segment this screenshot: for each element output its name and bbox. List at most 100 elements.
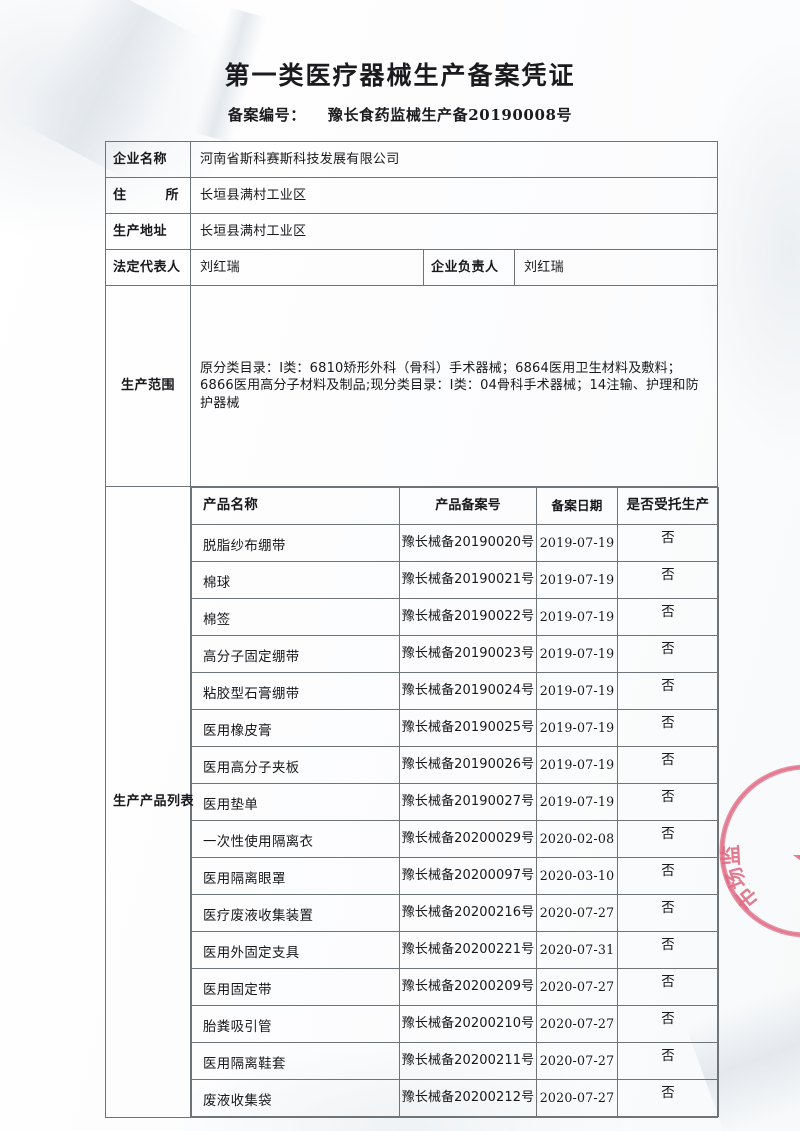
product-name-cell: 粘胶型石膏绷带 <box>191 672 400 710</box>
table-row-production-address: 生产地址 长垣县满村工业区 <box>105 213 719 250</box>
entrusted-cell: 否 <box>617 709 719 747</box>
certificate-table: 企业名称 河南省斯科赛斯科技发展有限公司 住 所 长垣县满村工业区 生产地址 长… <box>105 141 719 1118</box>
table-row-production-scope: 生产范围 原分类目录：Ⅰ类：6810矫形外科（骨科）手术器械；6864医用卫生材… <box>105 285 719 487</box>
svg-text:市场监: 市场监 <box>718 834 781 919</box>
product-name-cell: 医用隔离眼罩 <box>191 857 400 895</box>
table-row: 医用隔离眼罩 豫长械备20200097号 2020-03-10 否 <box>191 857 719 895</box>
table-row: 棉签 豫长械备20190022号 2019-07-19 否 <box>191 598 719 636</box>
filing-date-cell: 2020-07-27 <box>536 968 618 1006</box>
filing-number-cell: 豫长械备20200210号 <box>399 1005 537 1043</box>
table-row: 医用橡皮膏 豫长械备20190025号 2019-07-19 否 <box>191 709 719 747</box>
entrusted-cell: 否 <box>617 1079 719 1117</box>
filing-date-cell: 2020-07-27 <box>536 894 618 932</box>
table-row-enterprise-name: 企业名称 河南省斯科赛斯科技发展有限公司 <box>105 141 719 178</box>
entrusted-cell: 否 <box>617 820 719 858</box>
column-header-filing-date: 备案日期 <box>536 487 618 525</box>
product-table: 产品名称 产品备案号 备案日期 是否受托生产 脱脂纱布绷带 豫长械备2019002… <box>191 487 719 1117</box>
entrusted-cell: 否 <box>617 931 719 969</box>
product-table-header-row: 产品名称 产品备案号 备案日期 是否受托生产 <box>191 487 719 525</box>
entrusted-cell: 否 <box>617 1042 719 1080</box>
value-production-scope: 原分类目录：Ⅰ类：6810矫形外科（骨科）手术器械；6864医用卫生材料及敷料；… <box>189 285 719 487</box>
filing-number-cell: 豫长械备20200221号 <box>399 931 537 969</box>
entrusted-cell: 否 <box>617 524 719 562</box>
product-name-cell: 医用垫单 <box>191 783 400 821</box>
filing-number-cell: 豫长械备20200216号 <box>399 894 537 932</box>
product-list-container: 产品名称 产品备案号 备案日期 是否受托生产 脱脂纱布绷带 豫长械备2019002… <box>189 486 719 1118</box>
table-row: 脱脂纱布绷带 豫长械备20190020号 2019-07-19 否 <box>191 524 719 562</box>
filing-number-value: 豫长食药监械生产备20190008号 <box>327 106 573 124</box>
label-enterprise-name: 企业名称 <box>105 141 191 178</box>
filing-date-cell: 2020-07-27 <box>536 1005 618 1043</box>
filing-number-line: 备案编号： 豫长食药监械生产备20190008号 <box>0 104 800 125</box>
table-row: 一次性使用隔离衣 豫长械备20200029号 2020-02-08 否 <box>191 820 719 858</box>
table-row: 高分子固定绷带 豫长械备20190023号 2019-07-19 否 <box>191 635 719 673</box>
filing-date-cell: 2019-07-19 <box>536 746 618 784</box>
table-row: 废液收集袋 豫长械备20200212号 2020-07-27 否 <box>191 1079 719 1117</box>
value-legal-representative: 刘红瑞 <box>190 249 424 286</box>
product-name-cell: 棉球 <box>191 561 400 599</box>
entrusted-cell: 否 <box>617 672 719 710</box>
filing-number-cell: 豫长械备20200029号 <box>399 820 537 858</box>
label-legal-representative: 法定代表人 <box>105 249 191 286</box>
entrusted-cell: 否 <box>617 746 719 784</box>
filing-date-cell: 2020-03-10 <box>536 857 618 895</box>
official-red-seal: 市场监 41072 <box>718 763 800 939</box>
table-row: 医用高分子夹板 豫长械备20190026号 2019-07-19 否 <box>191 746 719 784</box>
filing-number-cell: 豫长械备20190022号 <box>399 598 537 636</box>
filing-date-cell: 2020-02-08 <box>536 820 618 858</box>
filing-date-cell: 2019-07-19 <box>536 635 618 673</box>
table-row: 医用垫单 豫长械备20190027号 2019-07-19 否 <box>191 783 719 821</box>
filing-number-label: 备案编号： <box>227 106 306 124</box>
column-header-entrusted: 是否受托生产 <box>617 487 719 525</box>
table-row: 医疗废液收集装置 豫长械备20200216号 2020-07-27 否 <box>191 894 719 932</box>
entrusted-cell: 否 <box>617 598 719 636</box>
filing-date-cell: 2020-07-27 <box>536 1079 618 1117</box>
value-enterprise-name: 河南省斯科赛斯科技发展有限公司 <box>189 141 719 178</box>
entrusted-cell: 否 <box>617 857 719 895</box>
filing-number-cell: 豫长械备20190021号 <box>399 561 537 599</box>
product-name-cell: 胎粪吸引管 <box>191 1005 400 1043</box>
entrusted-cell: 否 <box>617 561 719 599</box>
product-name-cell: 脱脂纱布绷带 <box>191 524 400 562</box>
label-production-address: 生产地址 <box>105 213 191 250</box>
value-enterprise-manager: 刘红瑞 <box>513 249 719 286</box>
product-name-cell: 医用隔离鞋套 <box>191 1042 400 1080</box>
filing-date-cell: 2019-07-19 <box>536 524 618 562</box>
filing-date-cell: 2019-07-19 <box>536 783 618 821</box>
table-row: 粘胶型石膏绷带 豫长械备20190024号 2019-07-19 否 <box>191 672 719 710</box>
product-name-cell: 医用橡皮膏 <box>191 709 400 747</box>
product-table-body: 脱脂纱布绷带 豫长械备20190020号 2019-07-19 否棉球 豫长械备2019… <box>191 524 719 1117</box>
filing-number-cell: 豫长械备20190020号 <box>399 524 537 562</box>
entrusted-cell: 否 <box>617 968 719 1006</box>
filing-date-cell: 2020-07-31 <box>536 931 618 969</box>
column-header-filing-number: 产品备案号 <box>399 487 537 525</box>
entrusted-cell: 否 <box>617 783 719 821</box>
column-header-product-name: 产品名称 <box>191 487 400 525</box>
filing-date-cell: 2020-07-27 <box>536 1042 618 1080</box>
product-name-cell: 医疗废液收集装置 <box>191 894 400 932</box>
label-production-scope: 生产范围 <box>105 285 191 487</box>
table-row: 医用外固定支具 豫长械备20200221号 2020-07-31 否 <box>191 931 719 969</box>
table-row: 棉球 豫长械备20190021号 2019-07-19 否 <box>191 561 719 599</box>
filing-number-cell: 豫长械备20200212号 <box>399 1079 537 1117</box>
table-row-product-list: 生产产品列表 产品名称 产品备案号 <box>105 486 719 1118</box>
filing-number-cell: 豫长械备20200097号 <box>399 857 537 895</box>
table-row: 医用隔离鞋套 豫长械备20200211号 2020-07-27 否 <box>191 1042 719 1080</box>
table-row-address: 住 所 长垣县满村工业区 <box>105 177 719 214</box>
page-title: 第一类医疗器械生产备案凭证 <box>224 61 576 90</box>
label-address: 住 所 <box>105 177 191 214</box>
filing-number-cell: 豫长械备20190027号 <box>399 783 537 821</box>
entrusted-cell: 否 <box>617 635 719 673</box>
label-product-list: 生产产品列表 <box>105 486 194 1118</box>
product-name-cell: 高分子固定绷带 <box>191 635 400 673</box>
product-name-cell: 医用固定带 <box>191 968 400 1006</box>
table-row: 胎粪吸引管 豫长械备20200210号 2020-07-27 否 <box>191 1005 719 1043</box>
filing-number-cell: 豫长械备20200211号 <box>399 1042 537 1080</box>
product-name-cell: 废液收集袋 <box>191 1079 400 1117</box>
filing-number-cell: 豫长械备20190025号 <box>399 709 537 747</box>
table-row-representative: 法定代表人 刘红瑞 企业负责人 刘红瑞 <box>105 249 719 286</box>
filing-number-cell: 豫长械备20190026号 <box>399 746 537 784</box>
product-name-cell: 一次性使用隔离衣 <box>191 820 400 858</box>
entrusted-cell: 否 <box>617 1005 719 1043</box>
